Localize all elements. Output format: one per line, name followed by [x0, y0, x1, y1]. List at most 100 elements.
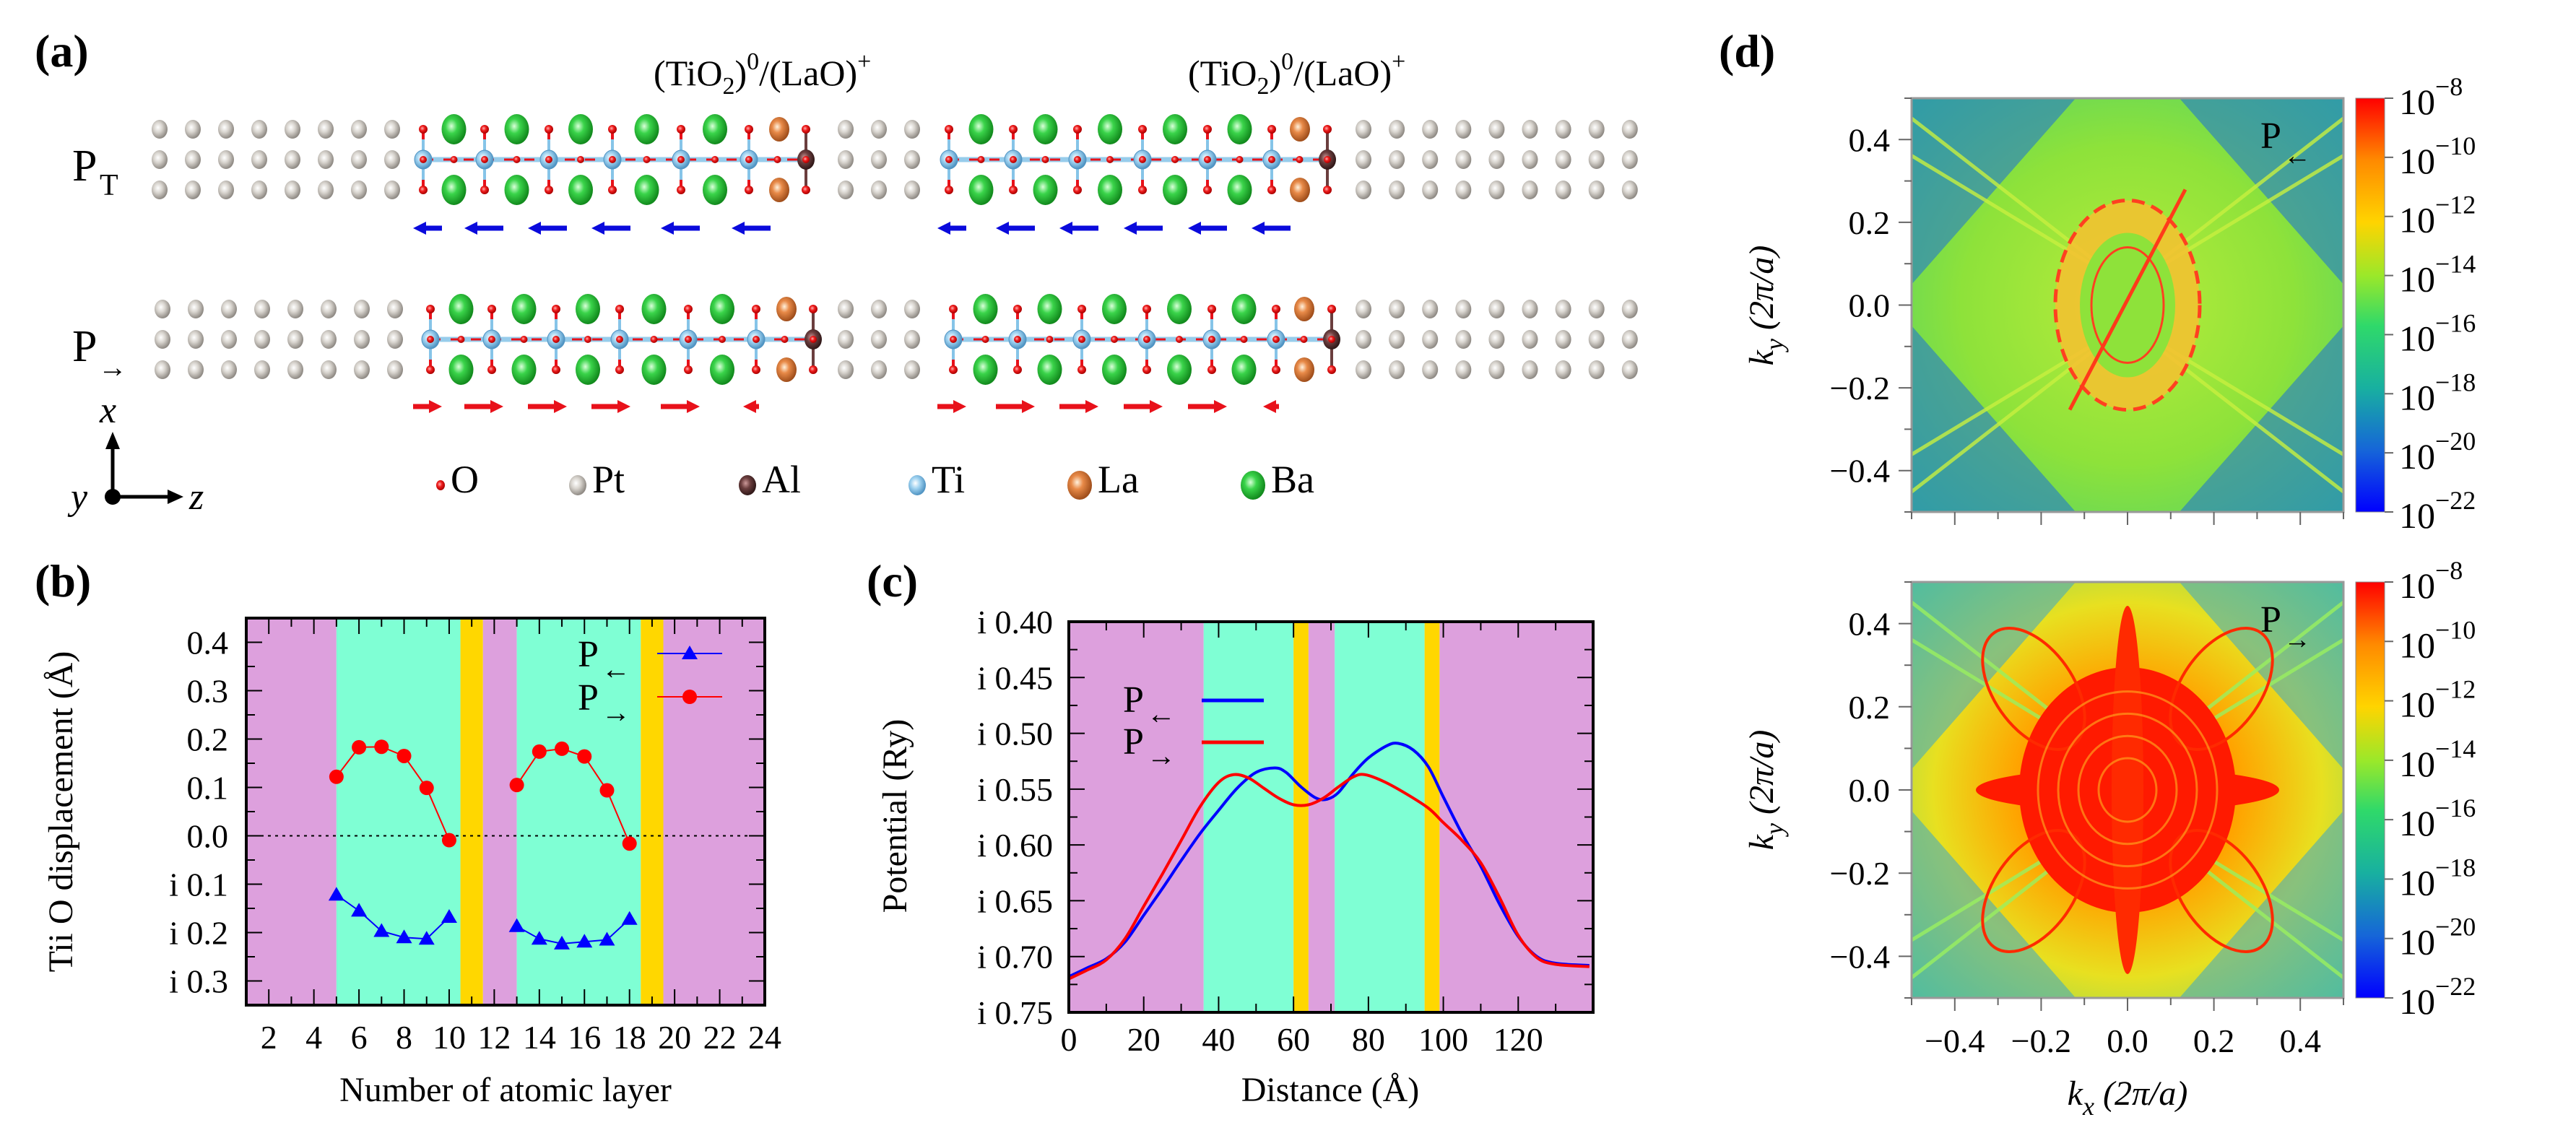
atom-pt [1422, 360, 1439, 379]
atom-pt [221, 360, 237, 379]
legend-atom-o-icon [436, 480, 445, 490]
atom-pt [1356, 360, 1371, 379]
atom-ba [703, 175, 727, 205]
colorbar-tick-label: 10−12 [2399, 191, 2476, 240]
atom-pt [218, 120, 234, 139]
y-tick-label: i 0.75 [977, 994, 1053, 1031]
atom-o [487, 305, 496, 313]
atom-pt [254, 360, 270, 379]
atom-pt [155, 330, 170, 349]
data-point [352, 739, 367, 755]
data-point [509, 778, 524, 793]
atom-ba [1227, 114, 1252, 144]
atom-o [1142, 305, 1151, 313]
heatmap-core-spike [2112, 606, 2143, 974]
atom-o [609, 156, 616, 163]
atom-o [1267, 125, 1276, 134]
atom-o [1272, 336, 1280, 343]
colorbar-bottom [2355, 581, 2385, 999]
legend-label-sub: → [1147, 739, 1176, 772]
x-tick-label: 80 [1352, 1021, 1385, 1058]
atom-ba [576, 294, 600, 324]
atom-o [1111, 336, 1118, 343]
atom-pt [1389, 300, 1405, 318]
arrowhead-left-icon [464, 222, 477, 235]
arrowhead-left-icon [528, 222, 541, 235]
atom-pt [318, 120, 334, 139]
atom-pt [1522, 330, 1538, 349]
atom-o [650, 336, 658, 343]
polarization-arrows-p-t [413, 222, 1291, 235]
atom-o [608, 125, 617, 134]
colorbar-tick-label: 10−18 [2399, 368, 2476, 417]
row-label-p-t: P T [72, 142, 118, 202]
data-point [532, 744, 547, 759]
data-point [622, 836, 637, 851]
atom-o [745, 125, 753, 134]
data-point [329, 769, 344, 784]
legend-marker [682, 646, 698, 659]
atom-pt [1389, 150, 1405, 169]
atom-ba [1231, 294, 1257, 324]
axis-label-y: y [67, 477, 88, 518]
legend-label-sub: → [602, 696, 630, 729]
atom-pt [1621, 120, 1638, 139]
atom-ba [1102, 355, 1127, 385]
x-tick-label: 16 [568, 1019, 601, 1056]
atom-o [949, 305, 958, 313]
atom-o [487, 365, 496, 374]
heatmap-features [1912, 98, 2343, 512]
plot-series [328, 739, 638, 950]
legend-label-sub: ← [602, 653, 630, 685]
x-axis-title: Distance (Å) [1241, 1071, 1420, 1109]
atom-pt [838, 330, 854, 349]
heatmap-features [1912, 582, 2343, 998]
arrowhead-left-icon [1059, 222, 1072, 235]
atom-ba [973, 294, 998, 324]
heatmap-ring-inner [2080, 233, 2175, 378]
series-line-p-left [1068, 742, 1590, 978]
y-tick-label: 0.0 [1849, 287, 1891, 324]
atom-pt [185, 181, 201, 199]
atom-o [1203, 125, 1212, 134]
atom-pt [221, 300, 237, 318]
atom-pt [871, 300, 887, 318]
atom-ba [710, 355, 734, 385]
atom-pt [287, 360, 303, 379]
atom-pt [1522, 360, 1538, 379]
atom-o [450, 156, 458, 163]
atom-pt [287, 300, 303, 318]
y-tick-label: i 0.50 [977, 716, 1053, 752]
row-label-sub: T [100, 169, 118, 202]
data-point [555, 741, 570, 756]
data-point [396, 929, 412, 944]
atom-ba [441, 114, 467, 144]
atom-o [1300, 336, 1308, 343]
atom-ba [568, 175, 593, 205]
y-axis-title: Potential (Ry) [876, 719, 914, 913]
atom-o [810, 336, 817, 343]
coordinate-axes: x y z [67, 390, 204, 518]
atom-o [1203, 186, 1212, 194]
y-tick-label: 0.4 [1849, 606, 1891, 643]
atom-pt [904, 120, 920, 139]
atom-pt [1389, 360, 1405, 379]
x-tick-label: 100 [1418, 1021, 1468, 1058]
atom-o [419, 125, 428, 134]
x-tick-label: −0.2 [2011, 1022, 2071, 1059]
data-point [621, 911, 638, 925]
y-tick-label: 0.4 [187, 625, 229, 661]
atom-pt [1422, 330, 1439, 349]
atom-pt [1455, 330, 1472, 349]
atom-o [677, 186, 685, 194]
atom-o [419, 186, 428, 194]
region-region_bto [1203, 622, 1294, 1012]
region-region_interface [460, 618, 483, 1005]
arrowhead-right-icon [1150, 400, 1163, 413]
legend-label-la: La [1098, 458, 1139, 501]
atom-ba [1163, 175, 1187, 205]
atom-pt [1488, 360, 1505, 379]
atom-la [1294, 357, 1314, 382]
atom-pt [1356, 120, 1371, 139]
panel-label-b: (b) [35, 555, 91, 607]
